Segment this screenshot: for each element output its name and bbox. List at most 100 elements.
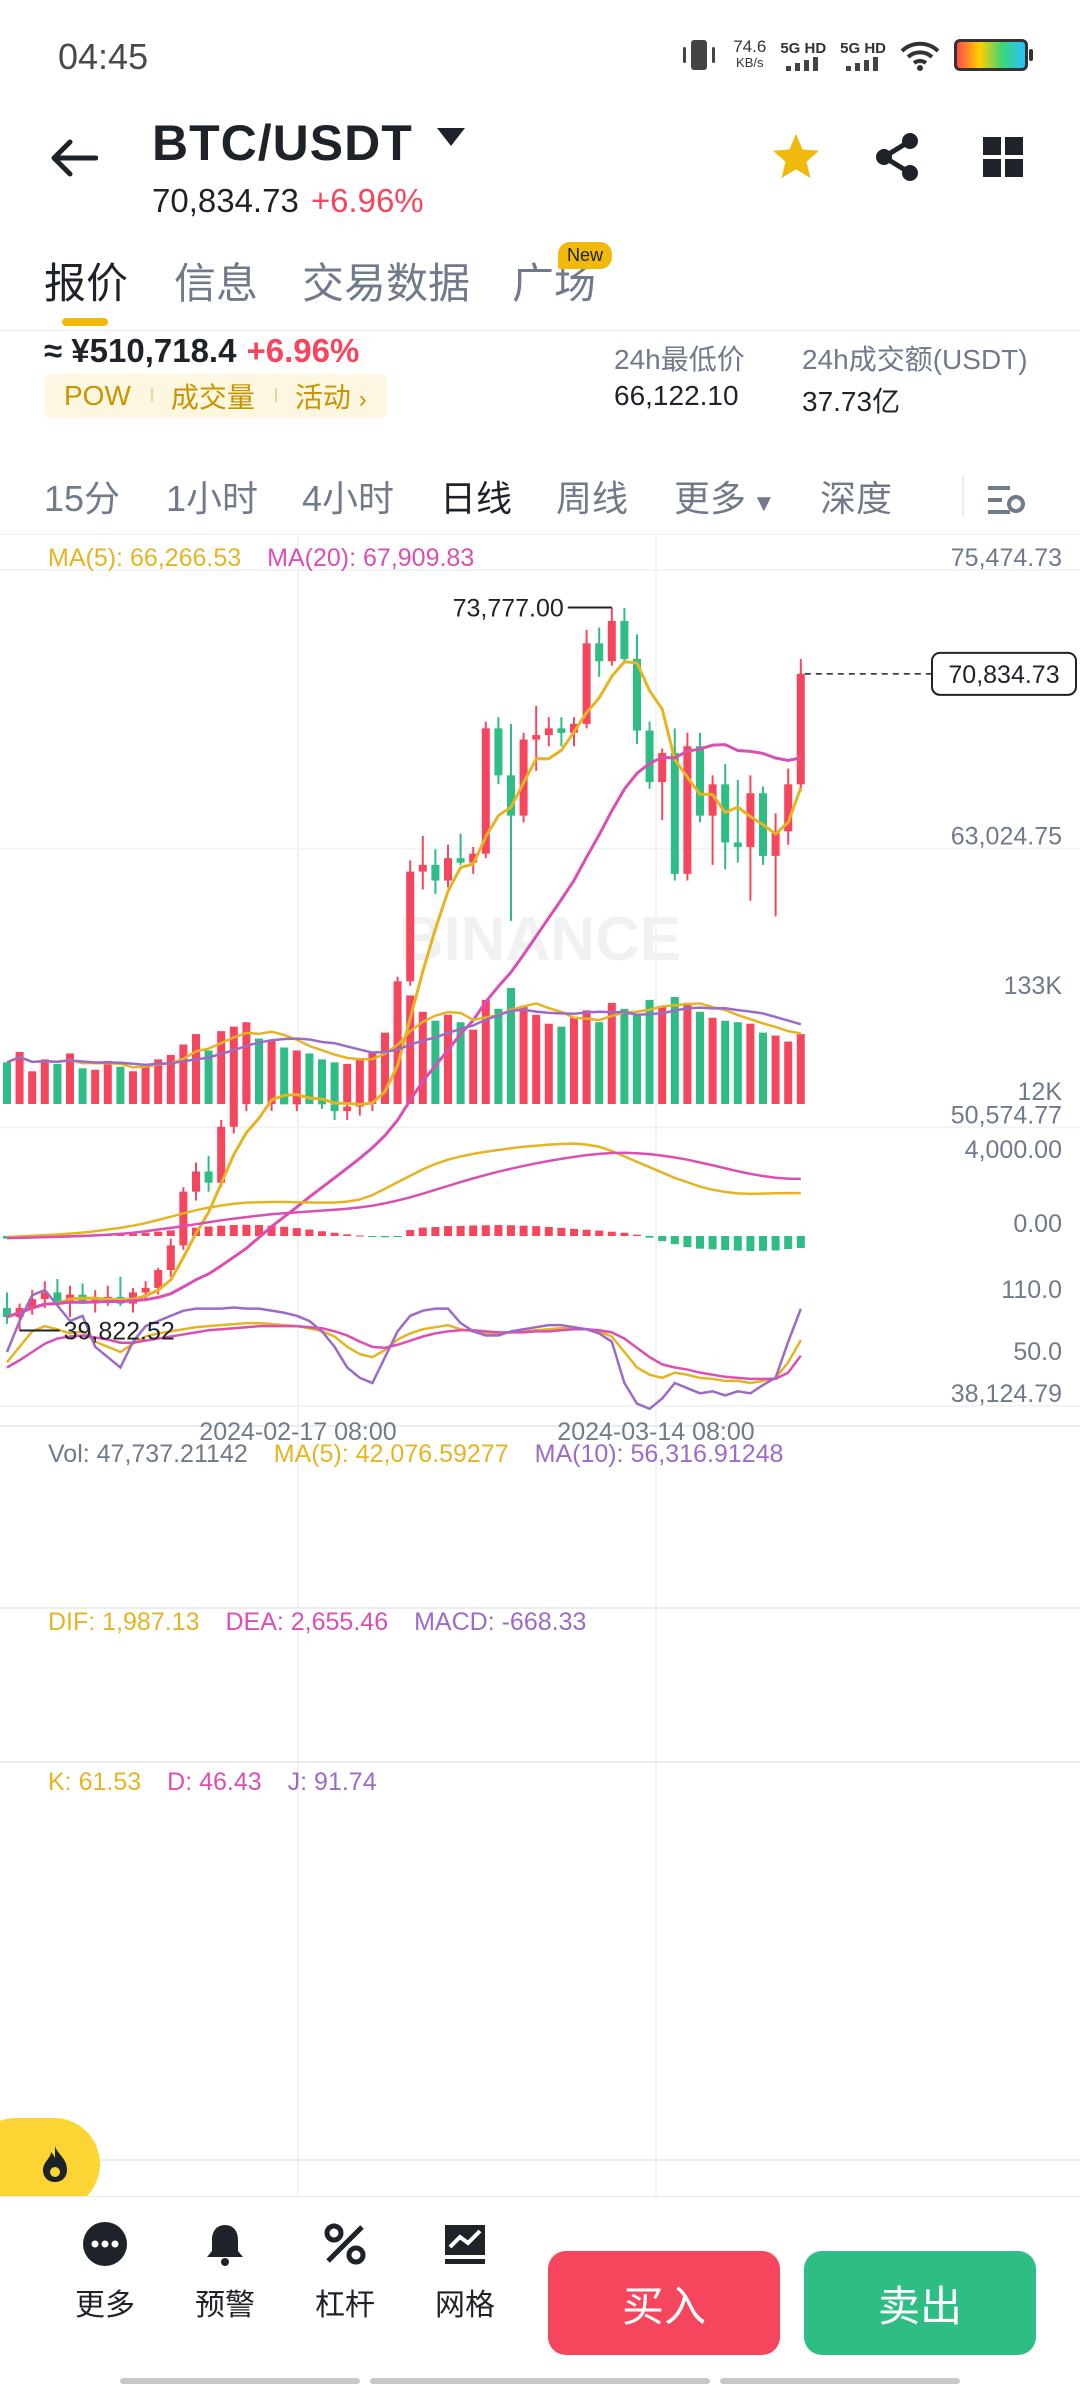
volume-tick-label: 133K: [1004, 972, 1063, 1000]
ma20-line: [6, 743, 802, 1319]
volume-bar: [670, 996, 679, 1104]
last-price-box: [931, 651, 1077, 696]
candle: [658, 752, 667, 783]
macd-bar: [796, 1236, 805, 1249]
macd-bar: [519, 1225, 528, 1236]
main-tabs: 报价 信息 交易数据 广场 New: [0, 230, 1080, 331]
share-icon[interactable]: [874, 132, 920, 182]
sell-button[interactable]: 卖出: [804, 2251, 1036, 2355]
volume-bar: [759, 1032, 767, 1104]
low-label: 24h最低价: [614, 344, 745, 375]
candle: [166, 1245, 175, 1271]
signal-2: 5G HD: [840, 40, 886, 71]
candle: [544, 728, 553, 736]
chip-activity[interactable]: 活动 ›: [274, 376, 387, 416]
alert-button[interactable]: 预警: [180, 2221, 270, 2324]
chip-volume[interactable]: 成交量: [150, 376, 275, 416]
volume-value: 37.73亿: [802, 386, 901, 417]
interval-depth[interactable]: 深度: [820, 478, 893, 519]
chip-pow[interactable]: POW: [64, 380, 131, 411]
macd-bar: [179, 1228, 188, 1236]
candle: [406, 871, 415, 982]
volume-bar: [229, 1026, 238, 1104]
macd-bar: [708, 1236, 717, 1250]
grid-menu-icon[interactable]: [982, 136, 1024, 178]
tab-info[interactable]: 信息: [174, 260, 259, 307]
volume-bar: [3, 1062, 11, 1104]
candle: [519, 739, 528, 816]
buy-button[interactable]: 买入: [548, 2251, 780, 2355]
interval-4h[interactable]: 4小时: [302, 478, 395, 519]
macd-bar: [784, 1236, 793, 1250]
volume-bar: [708, 1017, 717, 1104]
chart-area[interactable]: BINANCE 75,474.73 63,024.75 50,574.77 38,12…: [0, 536, 1080, 2196]
chart-settings-icon[interactable]: [986, 482, 1026, 518]
star-icon[interactable]: [770, 132, 822, 182]
more-button[interactable]: 更多: [60, 2221, 150, 2324]
volume-bar: [40, 1059, 49, 1104]
macd-tick-label: 4,000.00: [965, 1136, 1062, 1164]
macd-bar: [683, 1236, 692, 1248]
volume-bar: [204, 1050, 213, 1104]
kline-chart[interactable]: BINANCE 75,474.73 63,024.75 50,574.77 38,12…: [0, 536, 1080, 2196]
back-arrow-icon[interactable]: [50, 138, 98, 178]
candle: [494, 728, 503, 776]
vibrate-icon: [683, 40, 716, 70]
candle: [431, 864, 440, 881]
volume-bar: [381, 1032, 389, 1104]
leverage-button[interactable]: 杠杆: [300, 2221, 390, 2324]
volume-bar: [28, 1071, 37, 1104]
bell-icon: [207, 2225, 243, 2266]
x-tick-label: 2024-03-14 08:00: [557, 1418, 754, 1446]
volume-bar: [267, 1040, 276, 1104]
macd-bar: [267, 1225, 276, 1236]
pair-title[interactable]: BTC/USDT: [152, 115, 413, 171]
header: BTC/USDT 70,834.73 +6.96%: [0, 110, 1080, 230]
macd-bar: [330, 1232, 339, 1236]
interval-more[interactable]: 更多 ▼: [674, 478, 776, 519]
kdj-legend: K: 61.53 D: 46.43 J: 91.74: [48, 1768, 377, 1796]
macd-bars: 4,000.00 0.00: [3, 1136, 1062, 1252]
macd-bar: [255, 1225, 263, 1236]
macd-bar: [456, 1225, 465, 1236]
volume-bar: [406, 995, 415, 1104]
tab-quote[interactable]: 报价: [44, 260, 129, 307]
volume-bar: [620, 1008, 629, 1104]
volume-bar: [255, 1038, 263, 1104]
candle: [393, 981, 402, 1047]
tab-trading-data[interactable]: 交易数据: [302, 260, 471, 307]
wifi-icon: [900, 41, 940, 71]
candle: [746, 793, 755, 847]
tag-chips: POW 成交量 活动 ›: [44, 374, 387, 418]
volume-bar: [658, 1005, 667, 1104]
flame-icon: [43, 2146, 67, 2182]
low-marker: 39,822.52: [64, 1317, 175, 1345]
price-tick-label: 50,574.77: [951, 1101, 1062, 1129]
candle: [708, 784, 717, 816]
interval-15m[interactable]: 15分: [44, 478, 121, 519]
volume-bar: [355, 1057, 364, 1104]
volume-tick-label: 12K: [1018, 1078, 1063, 1106]
volume-bar: [633, 1014, 641, 1104]
interval-1h[interactable]: 1小时: [166, 478, 259, 519]
ma-legend: MA(5): 66,266.53 MA(20): 67,909.83: [48, 544, 475, 572]
interval-1w[interactable]: 周线: [556, 478, 629, 519]
hot-fab[interactable]: [0, 2118, 100, 2210]
candle: [330, 1104, 339, 1112]
caret-down-icon[interactable]: [437, 128, 465, 146]
macd-bar: [406, 1229, 415, 1236]
interval-1d[interactable]: 日线: [440, 478, 513, 519]
candle: [418, 864, 427, 872]
macd-bar: [381, 1236, 389, 1238]
volume-bar: [192, 1034, 200, 1104]
battery-icon: [954, 39, 1033, 71]
signal-bars-icon: [846, 56, 879, 71]
macd-bar: [658, 1236, 667, 1242]
grid-trading-button[interactable]: 网格: [420, 2221, 510, 2324]
kdj-tick-label: 50.0: [1013, 1338, 1062, 1366]
macd-bar: [343, 1234, 352, 1236]
candle: [532, 735, 541, 740]
volume-bar: [154, 1059, 163, 1104]
macd-bar: [154, 1231, 163, 1236]
vol-ma5-line: [6, 1002, 802, 1069]
